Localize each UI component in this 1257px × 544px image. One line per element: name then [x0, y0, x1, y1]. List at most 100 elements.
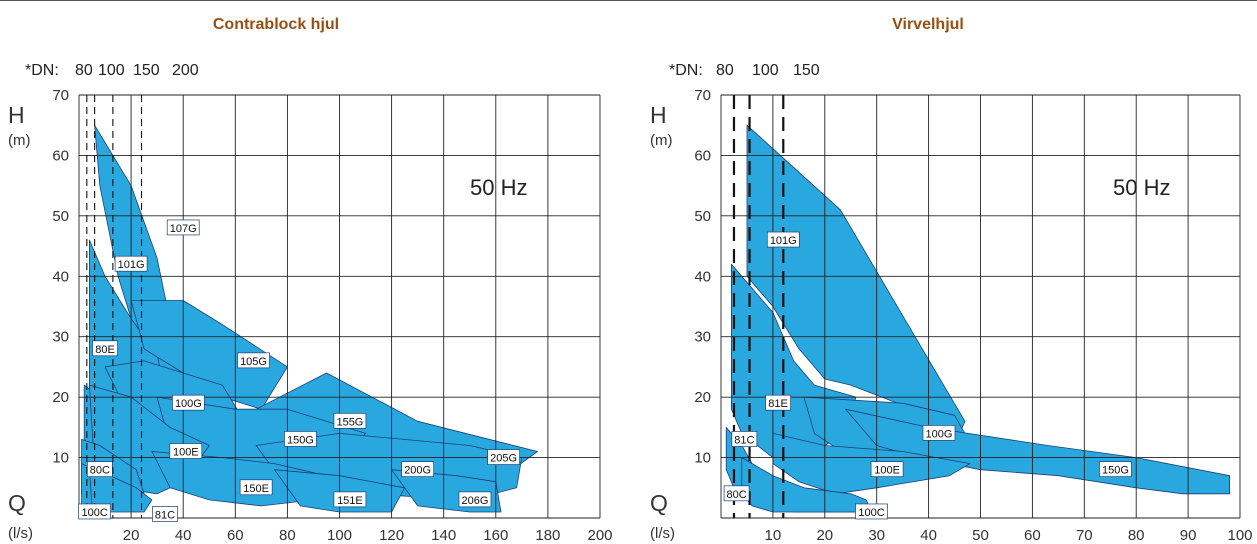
contrablock-label-box-105G: [237, 352, 270, 369]
virvel-region-101G: [746, 124, 966, 434]
contrablock-label-box-81C: [152, 506, 178, 522]
contrablock-label-box-150E: [239, 479, 273, 496]
contrablock-x-tick-200: 200: [587, 527, 612, 544]
virvel-x-tick-10: 10: [765, 527, 782, 544]
contrablock-x-axis-unit: (l/s): [8, 525, 33, 542]
contrablock-x-tick-100: 100: [327, 527, 352, 544]
virvel-label-box-81E: [765, 394, 791, 411]
virvel-label-100C: 100C: [858, 507, 884, 519]
virvel-y-tick-50: 50: [694, 208, 711, 225]
virvel-x-tick-60: 60: [1024, 527, 1041, 544]
virvel-grid: [720, 94, 1241, 519]
virvel-label-81C: 81C: [734, 434, 754, 446]
contrablock-chart-title: Contrablock hjul: [213, 16, 339, 33]
virvel-x-tick-20: 20: [816, 527, 833, 544]
contrablock-regions: [81, 124, 538, 513]
virvel-label-81E: 81E: [768, 398, 788, 410]
contrablock-y-tick-20: 20: [52, 389, 69, 406]
virvel-label-100E: 100E: [874, 465, 900, 477]
contrablock-label-81C: 81C: [155, 509, 175, 521]
virvel-label-box-100G: [922, 425, 956, 441]
contrablock-label-box-200G: [401, 461, 434, 478]
virvel-y-axis-label: H: [650, 102, 667, 128]
virvel-x-tick-50: 50: [972, 527, 989, 544]
contrablock-label-100E: 100E: [173, 447, 199, 459]
contrablock-y-axis-unit: (m): [8, 132, 31, 149]
contrablock-label-105G: 105G: [240, 356, 267, 368]
virvel-y-tick-60: 60: [694, 147, 711, 164]
virvel-label-box-80C: [723, 485, 750, 502]
virvel-dn-label-80: 80: [716, 62, 734, 79]
contrablock-label-200G: 200G: [404, 465, 431, 477]
contrablock-label-107G: 107G: [170, 223, 197, 235]
virvel-chart: Virvelhjul H (m) Q (l/s) 50 Hz *DN: 80 10…: [650, 16, 1253, 544]
top-rule: [0, 0, 1257, 1]
contrablock-label-100G: 100G: [175, 398, 202, 410]
contrablock-label-box-80C: [86, 461, 113, 478]
contrablock-x-tick-160: 160: [483, 527, 508, 544]
contrablock-label-box-150G: [284, 431, 317, 447]
contrablock-y-tick-70: 70: [52, 87, 69, 104]
virvel-label-101G: 101G: [770, 235, 797, 247]
contrablock-x-tick-180: 180: [535, 527, 560, 544]
virvel-label-80C: 80C: [726, 489, 746, 501]
virvel-region-labels: 101G 81E 81C 100G 100E 150G 80C 100C: [723, 231, 1132, 520]
virvel-dn-label-150: 150: [793, 62, 820, 79]
contrablock-label-box-100G: [172, 394, 205, 411]
contrablock-label-box-107G: [166, 219, 200, 236]
virvel-label-box-100E: [870, 461, 904, 478]
contrablock-label-box-101G: [114, 255, 148, 272]
contrablock-dn-label-80: 80: [75, 62, 93, 79]
contrablock-label-box-206G: [458, 491, 492, 508]
contrablock-y-axis-label: H: [8, 102, 25, 128]
contrablock-label-box-100C: [78, 503, 111, 520]
virvel-x-tick-30: 30: [868, 527, 885, 544]
contrablock-label-box-151E: [333, 491, 367, 508]
contrablock-label-206G: 206G: [461, 495, 488, 507]
contrablock-x-tick-120: 120: [379, 527, 404, 544]
virvel-y-tick-30: 30: [694, 329, 711, 346]
contrablock-x-tick-40: 40: [175, 527, 192, 544]
contrablock-label-205G: 205G: [490, 453, 517, 465]
virvel-frequency-label: 50 Hz: [1113, 175, 1170, 200]
virvel-x-axis-label: Q: [650, 490, 668, 516]
virvel-label-box-100C: [855, 503, 888, 520]
contrablock-label-155G: 155G: [336, 416, 363, 428]
virvel-label-150G: 150G: [1102, 465, 1129, 477]
contrablock-label-100C: 100C: [81, 507, 107, 519]
contrablock-chart: Contrablock hjul H (m) Q (l/s) 50 Hz *DN…: [8, 16, 613, 544]
contrablock-label-101G: 101G: [118, 259, 145, 271]
contrablock-frequency-label: 50 Hz: [470, 175, 527, 200]
contrablock-y-tick-60: 60: [52, 147, 69, 164]
contrablock-dn-lines: [86, 95, 143, 518]
virvel-y-tick-40: 40: [694, 268, 711, 285]
contrablock-dn-prefix: *DN:: [25, 62, 59, 79]
virvel-x-tick-90: 90: [1180, 527, 1197, 544]
virvel-y-axis-unit: (m): [650, 132, 673, 149]
contrablock-label-80E: 80E: [95, 344, 115, 356]
contrablock-label-150G: 150G: [287, 434, 314, 446]
contrablock-x-tick-20: 20: [123, 527, 140, 544]
contrablock-dn-label-200: 200: [172, 62, 199, 79]
contrablock-label-80C: 80C: [90, 465, 110, 477]
virvel-x-tick-100: 100: [1227, 527, 1252, 544]
contrablock-region-labels: 107G 101G 80E 105G 100G 155G 150G 100E 205G 200G 8…: [78, 219, 520, 522]
virvel-label-box-81C: [731, 431, 758, 447]
virvel-x-tick-40: 40: [920, 527, 937, 544]
contrablock-label-150E: 150E: [243, 483, 269, 495]
contrablock-y-tick-40: 40: [52, 268, 69, 285]
virvel-dn-lines: [732, 95, 785, 518]
virvel-x-axis-unit: (l/s): [650, 525, 675, 542]
contrablock-x-tick-60: 60: [227, 527, 244, 544]
virvel-label-box-101G: [766, 231, 800, 248]
contrablock-x-axis-label: Q: [8, 490, 26, 516]
contrablock-y-tick-50: 50: [52, 208, 69, 225]
contrablock-x-tick-140: 140: [431, 527, 456, 544]
contrablock-label-box-205G: [487, 449, 520, 465]
virvel-x-tick-70: 70: [1076, 527, 1093, 544]
contrablock-y-tick-10: 10: [52, 450, 69, 467]
virvel-label-100G: 100G: [926, 428, 953, 440]
virvel-y-tick-70: 70: [694, 87, 711, 104]
contrablock-label-151E: 151E: [337, 495, 363, 507]
contrablock-label-box-155G: [333, 412, 367, 429]
